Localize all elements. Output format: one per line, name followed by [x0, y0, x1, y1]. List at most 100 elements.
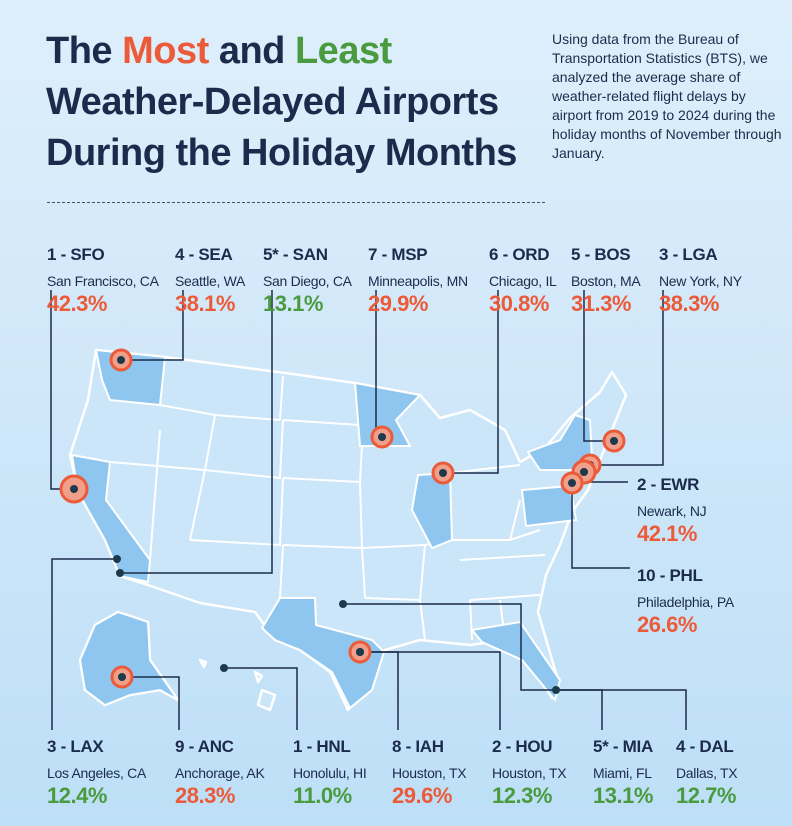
airport-label-bos: 5 - BOS Boston, MA 31.3% — [571, 245, 641, 317]
hawaii — [198, 658, 277, 712]
airport-label-mia: 5* - MIA Miami, FL 13.1% — [593, 737, 653, 809]
title-line-2: Weather-Delayed Airports — [46, 81, 499, 123]
airport-code: 1 - SFO — [47, 245, 105, 264]
weather-delay-share: 12.3% — [492, 783, 552, 808]
airport-city: Houston, TX — [492, 765, 567, 781]
leader-line-hnl — [224, 667, 298, 730]
page-title: The Most and Least Weather-Delayed Airpo… — [46, 26, 566, 179]
airport-code: 2 - HOU — [492, 737, 553, 756]
leader-line-anc — [122, 676, 180, 730]
airport-city: Chicago, IL — [489, 273, 557, 289]
title-most: Most — [122, 30, 209, 72]
airport-label-anc: 9 - ANC Anchorage, AK 28.3% — [175, 737, 265, 809]
weather-delay-share: 13.1% — [593, 783, 653, 808]
state-pennsylvania — [520, 484, 578, 528]
airport-city: Los Angeles, CA — [47, 765, 147, 781]
airport-label-phl: 10 - PHL Philadelphia, PA 26.6% — [637, 566, 734, 638]
leader-line-hou — [360, 651, 501, 730]
airport-label-hou: 2 - HOU Houston, TX 12.3% — [492, 737, 567, 809]
airport-code: 6 - ORD — [489, 245, 550, 264]
state-texas — [260, 597, 386, 710]
airport-label-sea: 4 - SEA Seattle, WA 38.1% — [175, 245, 245, 317]
airport-code: 5* - SAN — [263, 245, 328, 264]
airport-marker-san — [116, 569, 124, 577]
weather-delay-share: 30.8% — [489, 291, 549, 316]
leader-line-san — [120, 290, 273, 574]
state-florida — [470, 620, 562, 703]
airport-code: 10 - PHL — [637, 566, 703, 585]
leader-line-sea — [121, 290, 184, 361]
airport-city: Newark, NJ — [637, 503, 707, 519]
weather-delay-share: 13.1% — [263, 291, 323, 316]
airport-code: 9 - ANC — [175, 737, 234, 756]
airport-label-msp: 7 - MSP Minneapolis, MN 29.9% — [368, 245, 468, 317]
airport-marker-anc — [118, 673, 126, 681]
airport-code: 4 - DAL — [676, 737, 734, 756]
airport-label-san: 5* - SAN San Diego, CA 13.1% — [263, 245, 352, 317]
leader-line-mia — [556, 689, 603, 730]
state-new-york — [526, 413, 594, 471]
airport-marker-ewr — [580, 468, 588, 476]
weather-delay-share: 38.1% — [175, 291, 235, 316]
weather-delay-share: 29.6% — [392, 783, 452, 808]
airport-marker-sea — [117, 356, 125, 364]
airport-city: New York, NY — [659, 273, 742, 289]
weather-delay-share: 28.3% — [175, 783, 235, 808]
airport-marker-mia — [552, 686, 560, 694]
leader-line-ord — [443, 290, 499, 474]
highlighted-states — [70, 348, 594, 710]
airport-label-hnl: 1 - HNL Honolulu, HI 11.0% — [293, 737, 367, 809]
airport-markers — [59, 348, 626, 694]
weather-delay-share: 42.1% — [637, 521, 697, 546]
airport-city: San Francisco, CA — [47, 273, 159, 289]
title-text: The — [46, 30, 123, 72]
airport-city: Seattle, WA — [175, 273, 246, 289]
title-text: and — [208, 30, 295, 72]
airport-code: 3 - LGA — [659, 245, 718, 264]
airport-city: San Diego, CA — [263, 273, 352, 289]
airport-code: 8 - IAH — [392, 737, 444, 756]
airport-label-ewr: 2 - EWR Newark, NJ 42.1% — [637, 475, 707, 547]
airport-city: Houston, TX — [392, 765, 467, 781]
airport-label-sfo: 1 - SFO San Francisco, CA 42.3% — [47, 245, 159, 317]
airport-code: 1 - HNL — [293, 737, 351, 756]
airport-label-lax: 3 - LAX Los Angeles, CA 12.4% — [47, 737, 146, 809]
contiguous-us — [68, 348, 628, 712]
title-least: Least — [294, 30, 392, 72]
airport-city: Honolulu, HI — [293, 765, 367, 781]
state-minnesota — [353, 381, 423, 447]
airport-city: Boston, MA — [571, 273, 641, 289]
airport-marker-sfo — [70, 485, 78, 493]
divider — [47, 202, 545, 203]
airport-label-ord: 6 - ORD Chicago, IL 30.8% — [489, 245, 557, 317]
weather-delay-share: 12.4% — [47, 783, 107, 808]
leader-line-dal — [343, 603, 687, 730]
airport-code: 4 - SEA — [175, 245, 233, 264]
weather-delay-share: 42.3% — [47, 291, 107, 316]
airport-city: Anchorage, AK — [175, 765, 265, 781]
airport-marker-phl — [568, 479, 576, 487]
leader-line-phl — [571, 483, 630, 569]
leader-line-lga — [590, 290, 664, 466]
weather-delay-share: 29.9% — [368, 291, 428, 316]
airport-label-dal: 4 - DAL Dallas, TX 12.7% — [676, 737, 738, 809]
weather-delay-share: 31.3% — [571, 291, 631, 316]
airport-city: Miami, FL — [593, 765, 652, 781]
airport-marker-ord — [439, 469, 447, 477]
airport-code: 7 - MSP — [368, 245, 428, 264]
airport-code: 2 - EWR — [637, 475, 700, 494]
state-california — [70, 453, 152, 584]
weather-delay-share: 12.7% — [676, 783, 736, 808]
airport-city: Dallas, TX — [676, 765, 738, 781]
airport-marker-bos — [610, 437, 618, 445]
airport-city: Philadelphia, PA — [637, 594, 734, 610]
airport-code: 5 - BOS — [571, 245, 631, 264]
leader-line-lax — [51, 558, 117, 730]
airport-city: Minneapolis, MN — [368, 273, 468, 289]
airport-label-iah: 8 - IAH Houston, TX 29.6% — [392, 737, 467, 809]
airport-label-lga: 3 - LGA New York, NY 38.3% — [659, 245, 742, 317]
state-alaska — [78, 610, 179, 707]
airport-marker-hou — [356, 648, 364, 656]
airport-marker-lax — [113, 555, 121, 563]
